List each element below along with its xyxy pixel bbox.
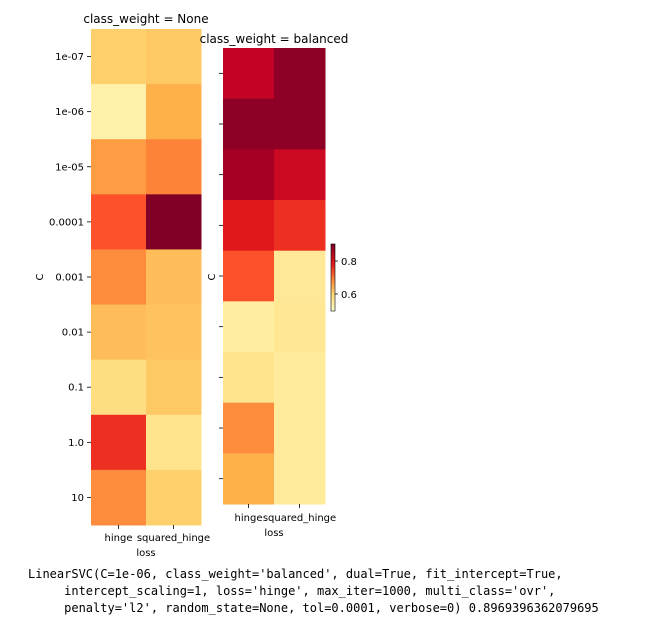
heatmap-cell <box>91 249 147 306</box>
heatmap-cell <box>146 469 202 526</box>
heatmap-cell <box>274 352 326 404</box>
heatmap-1-x-ticks: hinge squared_hinge <box>105 524 210 544</box>
heatmap-2-y-axis-label: C <box>207 273 218 280</box>
x-tick-label: hinge <box>105 533 133 544</box>
heatmap-cell <box>274 48 326 100</box>
heatmap-2-title: class_weight = balanced <box>200 32 349 46</box>
heatmap-cell <box>223 453 275 505</box>
heatmap-cell <box>274 200 326 252</box>
x-tick-label: squared_hinge <box>137 533 210 544</box>
heatmap-2-x-ticks: hinge squared_hinge <box>235 504 336 524</box>
heatmap-cell <box>274 301 326 353</box>
console-line-1: LinearSVC(C=1e-06, class_weight='balance… <box>28 567 563 581</box>
heatmap-2-x-axis-label: loss <box>264 528 283 539</box>
y-tick-label: 1.0 <box>68 438 84 449</box>
heatmap-class-weight-none: class_weight = None 1e-07 1e-06 1e-05 0.000… <box>35 12 210 559</box>
heatmap-cell <box>91 139 147 195</box>
x-tick-label: hinge <box>235 513 263 524</box>
heatmap-cell <box>146 29 202 85</box>
colorbar-tick-label-low: 0.6 <box>341 290 357 301</box>
x-tick-label: squared_hinge <box>263 513 336 524</box>
heatmap-cell <box>223 149 275 201</box>
heatmap-2-y-ticks <box>219 72 223 480</box>
y-tick-label: 0.01 <box>62 328 84 339</box>
heatmap-cell <box>274 250 326 302</box>
y-tick-label: 10 <box>71 493 84 504</box>
heatmap-cell <box>223 48 275 100</box>
heatmap-1-cells <box>91 29 202 526</box>
heatmap-cell <box>146 414 202 471</box>
colorbar-gradient <box>330 243 336 312</box>
heatmap-cell <box>91 304 147 361</box>
console-line-2: intercept_scaling=1, loss='hinge', max_i… <box>28 584 555 598</box>
heatmap-cell <box>146 139 202 195</box>
y-tick-label: 0.001 <box>55 272 84 283</box>
heatmap-cell <box>91 29 147 85</box>
heatmap-cell <box>146 84 202 140</box>
heatmap-cell <box>91 84 147 140</box>
heatmap-cell <box>223 352 275 404</box>
console-output: LinearSVC(C=1e-06, class_weight='balance… <box>28 567 599 615</box>
heatmap-cell <box>274 149 326 201</box>
heatmap-cell <box>223 98 275 150</box>
heatmap-cell <box>91 469 147 526</box>
heatmap-cell <box>91 359 147 416</box>
heatmap-cell <box>223 200 275 252</box>
colorbar-tick-label-high: 0.8 <box>341 257 357 268</box>
heatmap-cell <box>146 249 202 306</box>
heatmap-cell <box>146 359 202 416</box>
y-tick-label: 0.1 <box>68 383 84 394</box>
heatmap-1-x-axis-label: loss <box>136 548 155 559</box>
heatmap-cell <box>223 250 275 302</box>
heatmap-1-y-axis-label: C <box>35 273 46 280</box>
heatmap-cell <box>91 194 147 250</box>
colorbar: 0.8 0.6 <box>330 243 357 312</box>
heatmap-class-weight-balanced: class_weight = balanced hinge squared_hin… <box>200 32 349 539</box>
heatmap-2-cells <box>223 48 326 505</box>
heatmap-1-y-ticks: 1e-07 1e-06 1e-05 0.0001 0.001 0.01 0.1 1.0 10 <box>49 52 91 504</box>
heatmap-cell <box>274 98 326 150</box>
heatmap-cell <box>91 414 147 471</box>
y-tick-label: 1e-06 <box>55 107 84 118</box>
heatmap-cell <box>146 304 202 361</box>
heatmap-cell <box>274 402 326 454</box>
heatmap-cell <box>274 453 326 505</box>
y-tick-label: 0.0001 <box>49 217 84 228</box>
heatmap-cell <box>223 301 275 353</box>
y-tick-label: 1e-05 <box>55 162 84 173</box>
heatmap-cell <box>146 194 202 250</box>
heatmap-1-title: class_weight = None <box>83 12 208 26</box>
console-line-3: penalty='l2', random_state=None, tol=0.0… <box>28 601 599 615</box>
heatmap-cell <box>223 402 275 454</box>
y-tick-label: 1e-07 <box>55 52 84 63</box>
